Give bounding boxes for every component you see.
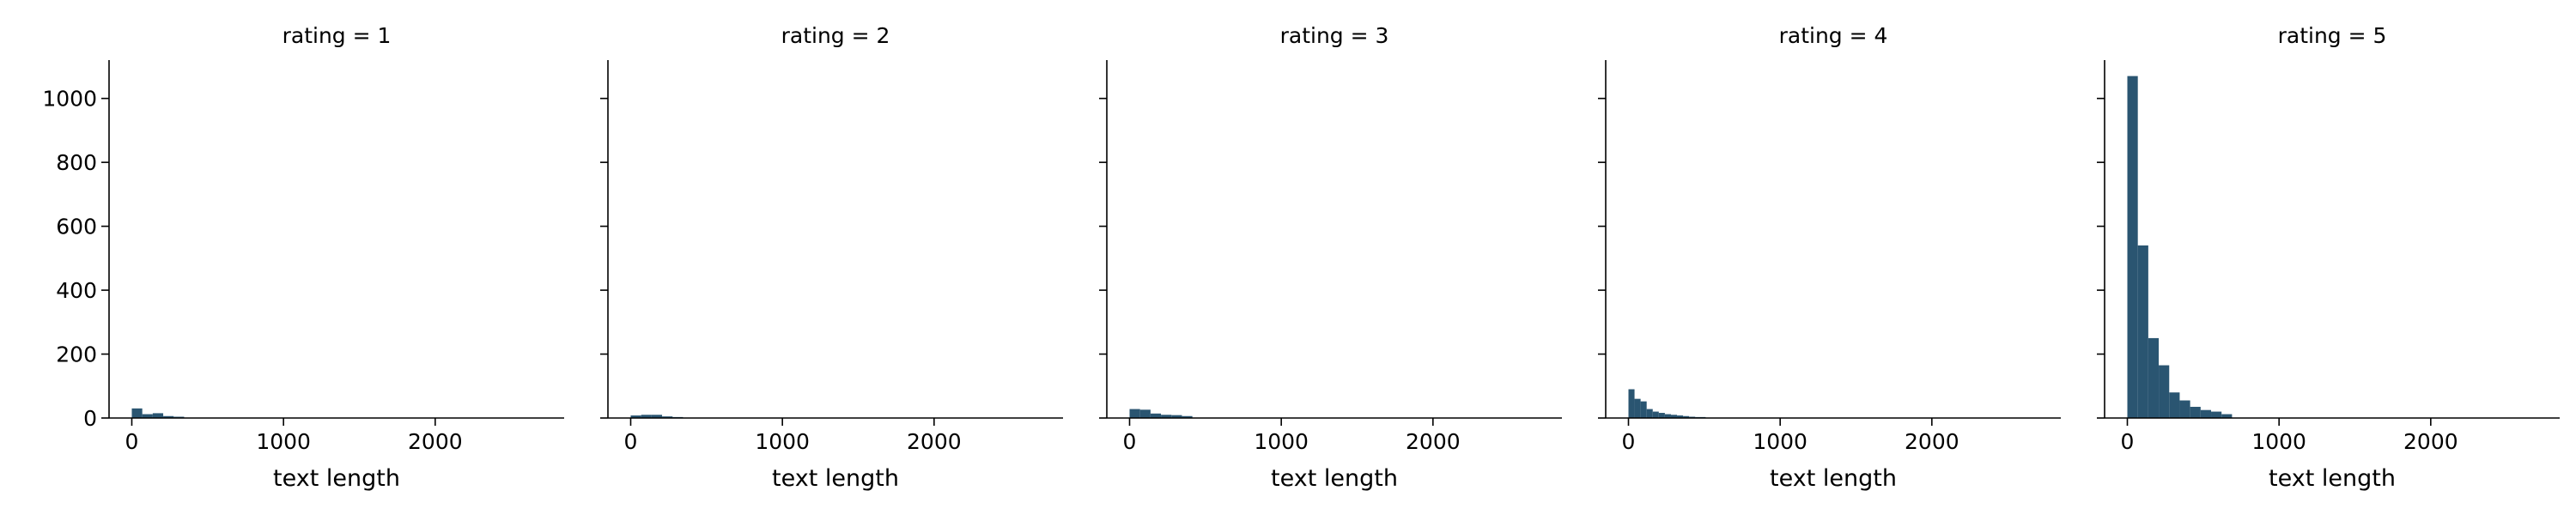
histogram-bar [1161,415,1172,418]
x-tick-label: 1000 [1254,429,1309,454]
histogram-bar [1628,389,1635,418]
histogram-bar [152,413,164,418]
histogram-bar [1683,415,1690,418]
x-tick-label: 2000 [1905,429,1959,454]
x-tick-label: 1000 [1753,429,1807,454]
histogram-bar [2169,392,2180,418]
x-tick-label: 1000 [755,429,810,454]
y-tick-label: 800 [56,150,97,175]
x-tick-label: 0 [1622,429,1636,454]
histogram-bar [1652,411,1659,418]
x-axis-label: text length [1770,465,1897,492]
x-tick-label: 2000 [408,429,463,454]
x-axis-label: text length [1271,465,1398,492]
histogram-bar [1129,409,1140,418]
facet-panel-4: 0 1000 2000 rating = 4 text length [1598,23,2061,492]
histogram-bar [2190,406,2201,418]
histogram-bar [2200,409,2212,418]
x-tick-label: 0 [2121,429,2135,454]
x-tick-label: 1000 [256,429,311,454]
histogram-bar [2211,411,2222,418]
histogram-bar [641,415,652,418]
histogram-bar [1646,409,1653,418]
x-tick-label: 2000 [1406,429,1461,454]
facet-title: rating = 2 [781,23,890,48]
x-axis-label: text length [772,465,899,492]
histogram-bar [662,416,673,418]
histogram-bar [1634,398,1641,418]
facet-title: rating = 5 [2278,23,2387,48]
x-tick-label: 1000 [2251,429,2306,454]
y-tick-label: 400 [56,278,97,303]
histogram-bar [2159,365,2170,418]
y-tick-label: 200 [56,342,97,367]
histogram-bar [163,415,174,418]
histogram-bar [2148,337,2160,418]
histogram-bar [630,415,641,418]
y-tick-label: 0 [83,406,97,431]
facet-panel-2: 0 1000 2000 rating = 2 text length [600,23,1063,492]
facet-title: rating = 4 [1779,23,1888,48]
x-axis-label: text length [2269,465,2396,492]
histogram-bar [2179,400,2190,418]
x-tick-label: 0 [624,429,638,454]
histogram-bar [2127,76,2138,418]
x-axis-label: text length [273,465,400,492]
histogram-bar [1658,413,1665,418]
facet-title: rating = 1 [283,23,392,48]
facet-panel-3: 0 1000 2000 rating = 3 text length [1099,23,1562,492]
x-tick-label: 0 [1123,429,1137,454]
facet-title: rating = 3 [1280,23,1389,48]
histogram-bar [1664,414,1671,418]
histogram-bar [1150,413,1162,418]
histogram-bar [2221,414,2233,418]
histogram-bar [1171,415,1182,418]
y-tick-label: 1000 [42,87,97,112]
y-tick-label: 600 [56,215,97,239]
facet-panel-5: 0 1000 2000 rating = 5 text length [2097,23,2560,492]
histogram-bar [1677,415,1684,418]
histogram-bar [651,415,663,418]
x-tick-label: 2000 [907,429,962,454]
facet-panel-1: 0 200 400 600 800 1000 0 1000 2000 rating = 1 text… [42,23,564,492]
histogram-bar [1640,401,1647,418]
histogram-bar [1670,415,1678,418]
histogram-bar [1139,409,1151,418]
histogram-bar [131,408,143,418]
histogram-bar [1182,415,1193,418]
histogram-bar [142,414,153,418]
histogram-bar [2137,245,2148,418]
x-tick-label: 2000 [2403,429,2458,454]
x-tick-label: 0 [125,429,139,454]
